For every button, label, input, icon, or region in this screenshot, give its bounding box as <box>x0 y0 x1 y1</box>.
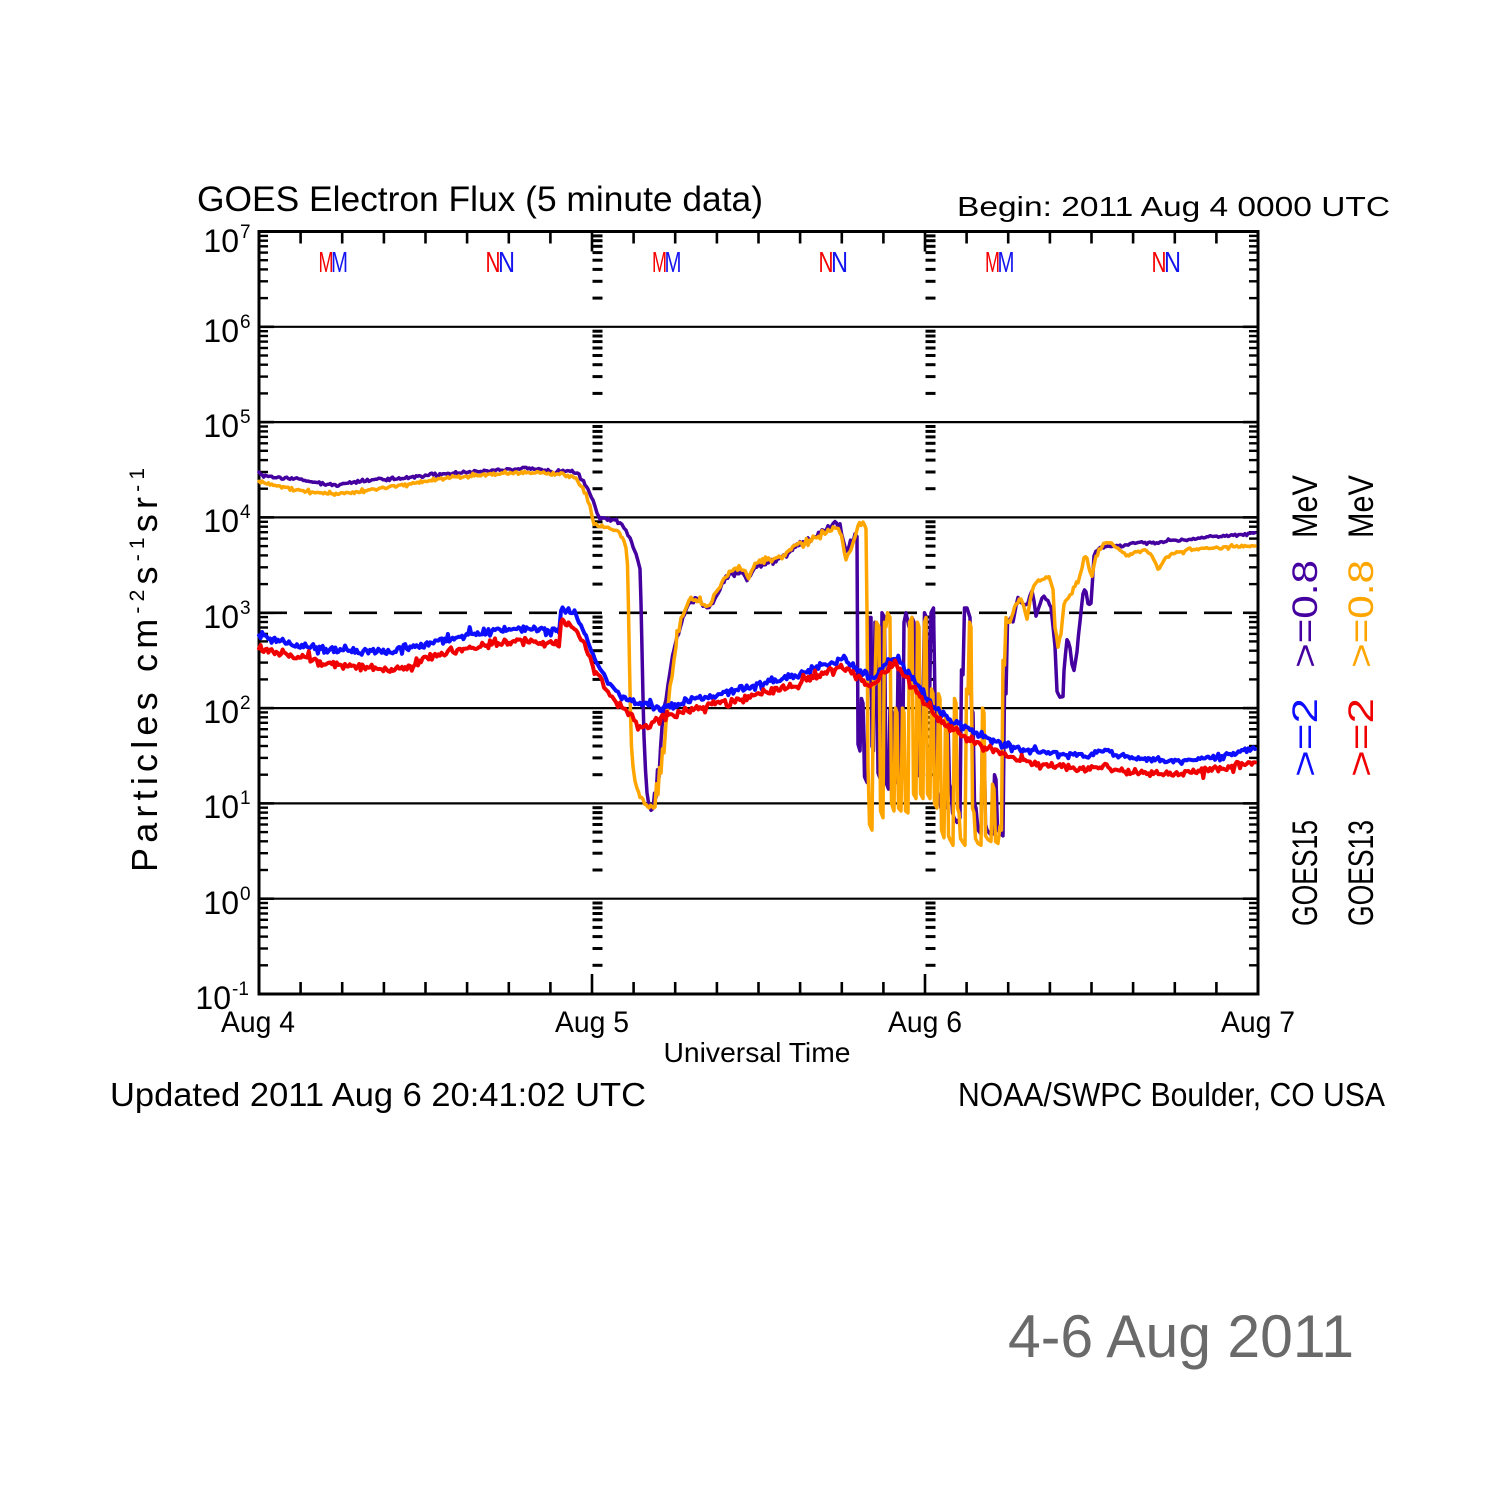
svg-text:N: N <box>819 247 834 279</box>
svg-text:3: 3 <box>240 598 251 619</box>
svg-text:N: N <box>1152 247 1167 279</box>
svg-text:4: 4 <box>240 502 251 523</box>
svg-text:M: M <box>665 247 682 279</box>
svg-text:>=2: >=2 <box>1286 698 1325 777</box>
svg-text:N: N <box>486 247 501 279</box>
svg-text:2: 2 <box>240 693 251 714</box>
svg-text:MeV: MeV <box>1342 474 1381 538</box>
svg-text:Aug 6: Aug 6 <box>888 1006 962 1039</box>
svg-text:Universal Time: Universal Time <box>664 1037 851 1068</box>
svg-text:N: N <box>498 247 515 279</box>
svg-text:N: N <box>831 247 848 279</box>
svg-text:10: 10 <box>203 503 239 539</box>
svg-text:M: M <box>985 247 1000 279</box>
svg-text:Begin: 2011 Aug 4 0000 UTC: Begin: 2011 Aug 4 0000 UTC <box>957 191 1390 222</box>
svg-text:10: 10 <box>203 885 239 921</box>
svg-text:M: M <box>998 247 1015 279</box>
svg-text:>=0.8: >=0.8 <box>1286 560 1325 668</box>
svg-text:M: M <box>331 247 348 279</box>
svg-text:5: 5 <box>240 407 251 428</box>
svg-text:GOES15: GOES15 <box>1286 820 1325 926</box>
svg-text:M: M <box>319 247 334 279</box>
svg-text:MeV: MeV <box>1286 474 1325 538</box>
svg-text:10: 10 <box>203 694 239 730</box>
svg-text:Updated 2011 Aug 6 20:41:02 U: Updated 2011 Aug 6 20:41:02 UTC <box>110 1076 646 1113</box>
svg-text:GOES13: GOES13 <box>1342 820 1381 926</box>
svg-text:-1: -1 <box>232 979 249 1000</box>
svg-text:Aug 7: Aug 7 <box>1221 1006 1295 1039</box>
svg-text:N: N <box>1164 247 1181 279</box>
svg-text:10: 10 <box>203 408 239 444</box>
svg-text:1: 1 <box>240 788 251 809</box>
svg-text:GOES Electron Flux (5 minute d: GOES Electron Flux (5 minute data) <box>197 180 763 219</box>
svg-text:M: M <box>652 247 667 279</box>
svg-text:Aug 4: Aug 4 <box>221 1006 295 1039</box>
svg-text:>=0.8: >=0.8 <box>1342 560 1381 668</box>
svg-text:10: 10 <box>203 223 239 259</box>
svg-text:NOAA/SWPC Boulder, CO USA: NOAA/SWPC Boulder, CO USA <box>958 1076 1385 1113</box>
svg-text:Particles cm-2s-1sr-1: Particles cm-2s-1sr-1 <box>124 463 165 872</box>
svg-text:10: 10 <box>195 980 231 1016</box>
svg-text:6: 6 <box>240 312 251 333</box>
svg-text:4-6 Aug 2011: 4-6 Aug 2011 <box>1008 1303 1354 1370</box>
svg-text:0: 0 <box>240 884 251 905</box>
svg-text:7: 7 <box>240 222 251 243</box>
svg-text:>=2: >=2 <box>1342 698 1381 777</box>
svg-text:Aug 5: Aug 5 <box>555 1006 629 1039</box>
svg-text:10: 10 <box>203 599 239 635</box>
svg-text:10: 10 <box>203 789 239 825</box>
svg-text:10: 10 <box>203 313 239 349</box>
